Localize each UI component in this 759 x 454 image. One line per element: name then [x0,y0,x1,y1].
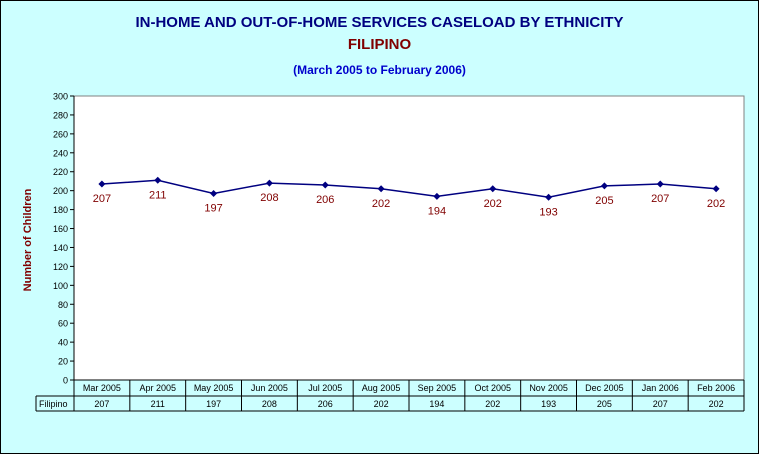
chart-date-range: (March 2005 to February 2006) [293,63,466,77]
data-table-value: 193 [541,399,556,409]
data-table-series-name: Filipino [39,399,68,409]
data-table-value: 206 [318,399,333,409]
x-tick-label: Jun 2005 [251,383,288,393]
x-tick-label: Apr 2005 [139,383,176,393]
data-label: 202 [484,198,502,210]
data-point [600,182,608,190]
y-tick-label: 180 [53,205,68,215]
data-table-value: 202 [709,399,724,409]
x-tick-label: Sep 2005 [418,383,457,393]
data-label: 205 [595,195,613,207]
y-tick-label: 140 [53,243,68,253]
x-tick-label: Dec 2005 [585,383,624,393]
data-point [545,193,553,201]
x-tick-label: Oct 2005 [474,383,511,393]
y-tick-label: 20 [58,357,68,367]
data-label: 194 [428,205,446,217]
data-label: 211 [149,189,167,201]
x-tick-label: Jan 2006 [642,383,679,393]
data-point [265,179,273,187]
y-tick-label: 300 [53,92,68,102]
x-tick-label: Mar 2005 [83,383,121,393]
x-tick-label: Aug 2005 [362,383,401,393]
data-table-value: 211 [151,399,165,409]
plot-area [73,95,745,381]
series-line [101,179,717,199]
data-label: 193 [539,206,557,218]
data-point [712,185,720,193]
data-table-value: 197 [206,399,221,409]
y-tick-label: 200 [53,186,68,196]
x-tick-label: Jul 2005 [308,383,342,393]
data-label: 202 [372,198,390,210]
y-tick-label: 160 [53,224,68,234]
data-point [656,180,664,188]
data-point [98,180,106,188]
data-label: 207 [93,193,111,205]
data-label: 208 [260,192,278,204]
data-label: 202 [707,198,725,210]
data-table-value: 208 [262,399,277,409]
y-tick-label: 60 [58,319,68,329]
y-tick-label: 220 [53,167,68,177]
y-tick-label: 280 [53,110,68,120]
data-point [433,192,441,200]
y-tick-label: 240 [53,148,68,158]
data-point [321,181,329,189]
data-table-value: 207 [94,399,109,409]
y-tick-label: 120 [53,262,68,272]
y-tick-label: 260 [53,129,68,139]
data-table-value: 202 [374,399,389,409]
data-point [489,185,497,193]
x-tick-label: Feb 2006 [697,383,735,393]
data-table-value: 205 [597,399,612,409]
data-table-value: 194 [429,399,444,409]
data-point [377,185,385,193]
chart-title: IN-HOME AND OUT-OF-HOME SERVICES CASELOA… [135,14,624,31]
data-label: 207 [651,193,669,205]
data-label: 206 [316,194,334,206]
data-point [210,190,218,198]
x-tick-label: May 2005 [194,383,234,393]
data-table-value: 207 [653,399,668,409]
data-table-value: 202 [485,399,500,409]
y-tick-label: 0 [63,376,68,386]
chart-subtitle: FILIPINO [347,36,412,53]
y-tick-label: 100 [53,281,68,291]
y-tick-label: 80 [58,300,68,310]
data-label: 197 [204,203,222,215]
data-point [154,176,162,184]
y-tick-label: 40 [58,338,68,348]
x-tick-label: Nov 2005 [529,383,568,393]
